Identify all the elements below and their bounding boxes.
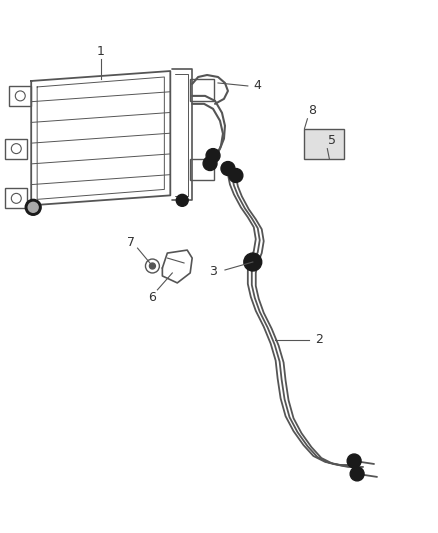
Text: 5: 5: [328, 134, 336, 147]
Text: 2: 2: [315, 333, 323, 346]
Circle shape: [244, 253, 262, 271]
Circle shape: [229, 168, 243, 182]
Circle shape: [176, 195, 188, 206]
Circle shape: [350, 467, 364, 481]
Circle shape: [28, 203, 38, 212]
Bar: [5, 139, 27, 158]
Text: 4: 4: [254, 79, 261, 92]
Text: 7: 7: [127, 236, 134, 248]
Circle shape: [221, 161, 235, 175]
Bar: [190, 158, 214, 181]
Circle shape: [206, 149, 220, 163]
Bar: [9, 86, 31, 106]
Text: 1: 1: [97, 45, 105, 58]
Circle shape: [347, 454, 361, 468]
Text: 8: 8: [308, 104, 316, 117]
Text: 3: 3: [209, 265, 217, 278]
Bar: [190, 79, 214, 101]
Bar: [5, 188, 27, 208]
Text: 6: 6: [148, 292, 156, 304]
Circle shape: [25, 199, 41, 215]
Circle shape: [203, 157, 217, 171]
Circle shape: [149, 263, 155, 269]
Bar: [304, 129, 344, 158]
